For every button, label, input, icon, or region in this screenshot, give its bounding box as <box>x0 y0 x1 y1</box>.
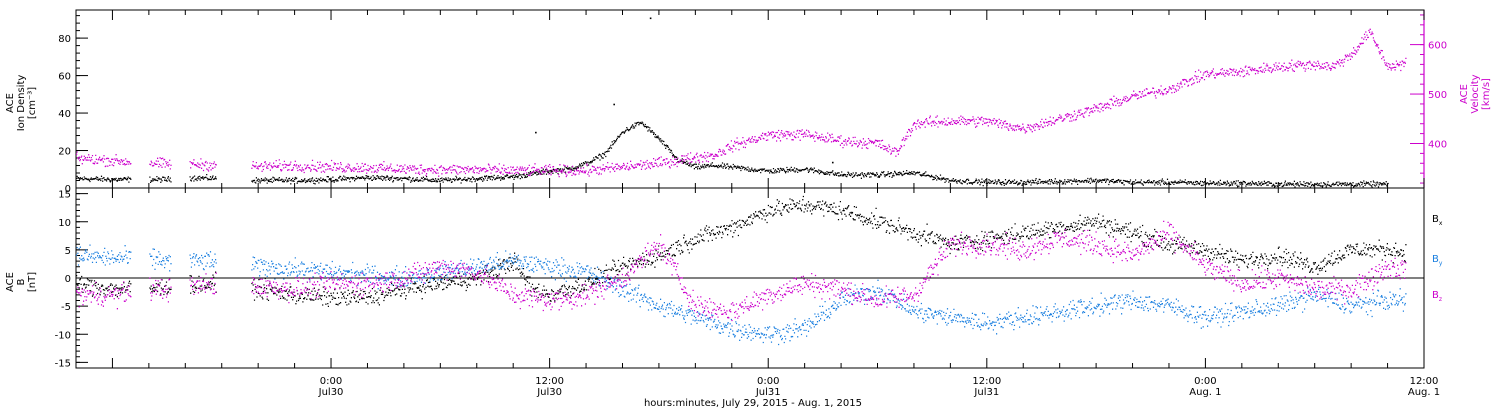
field-y-tick-label: 0 <box>65 274 71 285</box>
series-bx <box>76 195 1407 308</box>
legend-subscript: x <box>1439 220 1443 227</box>
density-y-tick-label: 20 <box>58 147 71 158</box>
density-y-tick-label: 0 <box>65 184 71 195</box>
ion-density-series-outlier-1 <box>613 103 615 106</box>
x-tick-time-label: 0:00 <box>1194 376 1216 387</box>
series-by <box>76 244 1407 346</box>
x-tick-time-label: 12:00 <box>535 376 564 387</box>
density-y-label-line: Ion Density <box>16 75 27 132</box>
velocity-tick-label: 600 <box>1428 41 1447 52</box>
x-tick-time-label: 12:00 <box>1410 376 1439 387</box>
velocity-y-label-line: [km/s] <box>1481 78 1492 110</box>
x-tick-time-label: 12:00 <box>972 376 1001 387</box>
legend-by: By <box>1432 254 1443 267</box>
x-axis-title: hours:minutes, July 29, 2015 - Aug. 1, 2… <box>644 398 862 409</box>
x-tick-date-label: Jul30 <box>536 387 562 398</box>
legend-bx: Bx <box>1432 214 1443 227</box>
legend-bz: Bz <box>1432 290 1442 303</box>
series-bx-points <box>76 195 1407 308</box>
x-tick-date-label: Jul31 <box>755 387 781 398</box>
field-y-tick-label: -5 <box>61 302 71 313</box>
x-tick-date-label: Aug. 1 <box>1408 387 1440 398</box>
time-axis: 0:00Jul3012:00Jul300:00Jul3112:00Jul310:… <box>75 10 1440 398</box>
velocity-tick-label: 500 <box>1428 90 1447 101</box>
ion-density-series-outlier-2 <box>535 131 537 134</box>
plasma-panel-frame <box>75 9 1425 189</box>
x-tick-date-label: Aug. 1 <box>1189 387 1221 398</box>
field-y-axis: -15 -10 -5 0 5 10 15 ACE B [nT] <box>5 187 88 369</box>
x-tick-time-label: 0:00 <box>757 376 779 387</box>
legend-subscript: y <box>1439 260 1443 267</box>
field-y-label-line: [nT] <box>27 272 38 292</box>
series-by-points <box>76 244 1407 346</box>
x-tick-date-label: Jul31 <box>973 387 999 398</box>
field-y-label: ACE B [nT] <box>5 272 38 292</box>
velocity-series-points <box>76 28 1407 178</box>
x-tick-date-label: Jul30 <box>318 387 344 398</box>
series-bz <box>76 220 1407 322</box>
legend-subscript: z <box>1439 296 1442 303</box>
density-y-tick-label: 40 <box>58 109 71 120</box>
field-y-label-line: B <box>16 278 27 285</box>
density-y-tick-label: 80 <box>58 34 71 45</box>
velocity-y-label-line: Velocity <box>1470 74 1481 113</box>
velocity-y-axis: 400 500 600 ACE Velocity [km/s] <box>1410 10 1492 188</box>
series-bz-points <box>76 220 1407 322</box>
density-y-label-line: [cm⁻³] <box>27 87 38 119</box>
ion-density-series <box>76 17 1389 188</box>
velocity-series <box>76 28 1407 178</box>
x-tick-time-label: 0:00 <box>320 376 342 387</box>
ion-density-series-outlier-0 <box>649 17 652 20</box>
field-y-tick-label: 5 <box>65 246 71 257</box>
ion-density-series-outlier-3 <box>831 161 834 164</box>
velocity-y-label-line: ACE <box>1459 84 1470 104</box>
density-y-label-line: ACE <box>5 93 16 113</box>
field-y-tick-label: 15 <box>58 190 71 201</box>
field-y-tick-label: -10 <box>55 330 71 341</box>
density-y-label: ACE Ion Density [cm⁻³] <box>5 75 38 132</box>
field-y-tick-label: 10 <box>58 218 71 229</box>
velocity-y-label: ACE Velocity [km/s] <box>1459 74 1492 113</box>
field-y-label-line: ACE <box>5 272 16 292</box>
density-y-tick-label: 60 <box>58 72 71 83</box>
velocity-tick-label: 400 <box>1428 140 1447 151</box>
field-y-tick-label: -15 <box>55 358 71 369</box>
ion-density-series-points <box>76 121 1389 188</box>
